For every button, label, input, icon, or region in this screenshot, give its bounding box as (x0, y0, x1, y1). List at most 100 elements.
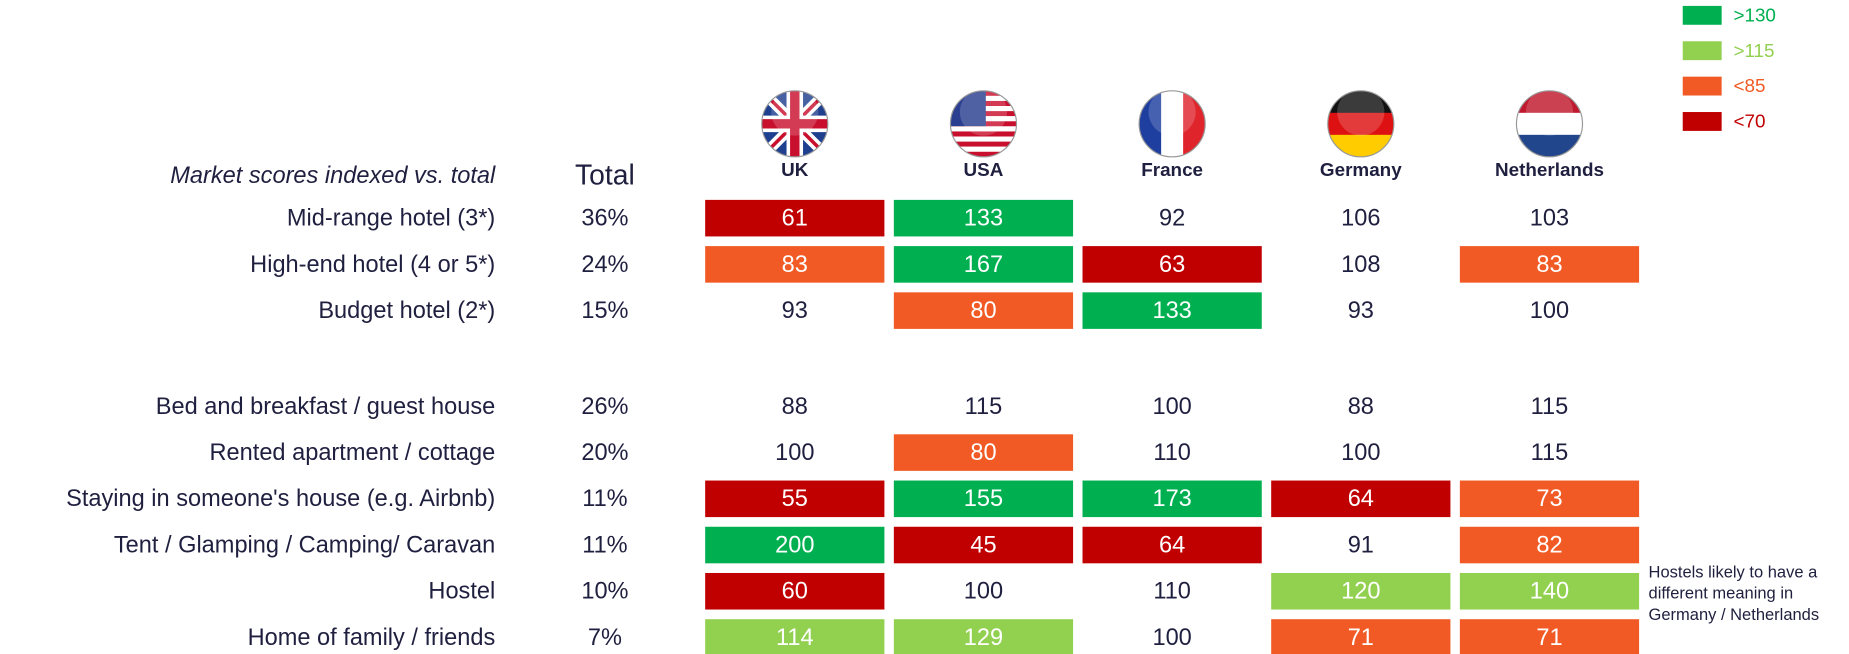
note: different meaning in (1649, 585, 1794, 603)
flag-part (1161, 90, 1184, 157)
cell-fill (893, 246, 1074, 283)
cell-value: 114 (776, 624, 814, 650)
country-header: Germany (1320, 159, 1402, 180)
cell-value: 155 (964, 485, 1003, 511)
flag-part (950, 151, 1017, 157)
cell-value: 133 (964, 205, 1003, 231)
flag-body (1327, 90, 1394, 157)
country-header: France (1141, 159, 1203, 180)
cell-value: 108 (1341, 251, 1380, 277)
cell-value: 100 (775, 439, 814, 465)
row-total: 15% (581, 297, 628, 323)
cell-value: 61 (782, 205, 808, 231)
cell-value: 110 (1153, 439, 1191, 465)
cell-fill (705, 619, 885, 654)
flag-rim (949, 90, 1018, 158)
cell-value: 88 (1348, 393, 1374, 419)
cell-value: 129 (964, 624, 1003, 650)
legend-label: >115 (1733, 40, 1774, 61)
cell-fill (1271, 572, 1451, 610)
cell-value: 115 (1531, 439, 1569, 465)
row-label: Bed and breakfast / guest house (156, 393, 496, 419)
cell-value: 133 (1152, 297, 1191, 323)
country-header: UK (781, 159, 809, 180)
cell-fill (893, 199, 1074, 237)
cell-fill (1082, 526, 1262, 564)
flag (1515, 88, 1584, 158)
flag-gloss (1337, 88, 1385, 136)
cell-value: 120 (1341, 578, 1380, 604)
cell-value: 100 (1341, 439, 1380, 465)
cell-value: 88 (782, 393, 808, 419)
cell-value: 71 (1348, 624, 1374, 650)
flag-part (1327, 134, 1394, 157)
cell-fill (893, 480, 1074, 518)
flag-part (950, 141, 1017, 147)
flag-body (1139, 90, 1206, 157)
cell-value: 83 (1536, 251, 1562, 277)
cell-value: 110 (1153, 578, 1191, 604)
cell-value: 100 (1530, 297, 1569, 323)
cell-value: 173 (1152, 485, 1191, 511)
flag-rim (1138, 90, 1206, 158)
cell-value: 92 (1159, 205, 1185, 231)
cell-value: 115 (1531, 393, 1569, 419)
row-label: Mid-range hotel (3*) (287, 205, 495, 231)
cell-value: 200 (775, 531, 814, 557)
cell-fill (893, 526, 1074, 564)
legend-swatch (1682, 5, 1722, 25)
row-total: 26% (581, 393, 628, 419)
cell-fill (893, 619, 1074, 654)
flag-part (1516, 134, 1583, 157)
cell-fill (1082, 480, 1262, 518)
legend-swatch (1682, 41, 1722, 61)
total-header: Total (575, 158, 635, 190)
flag-body (761, 90, 828, 157)
cell-value: 100 (1152, 624, 1191, 650)
legend-label: <85 (1733, 75, 1765, 96)
caption: Market scores indexed vs. total (170, 162, 496, 188)
row-label: Rented apartment / cottage (210, 439, 496, 465)
cell-fill (1271, 619, 1451, 654)
flag-rim (1327, 90, 1395, 158)
cell-fill (1459, 619, 1640, 654)
row-label: Home of family / friends (248, 624, 496, 650)
cell-fill (893, 292, 1074, 329)
cell-value: 64 (1159, 531, 1185, 557)
cell-fill (1459, 526, 1640, 564)
cell-value: 140 (1530, 578, 1569, 604)
cell-fill (705, 199, 885, 237)
cell-fill (1082, 246, 1262, 283)
flag-body (950, 90, 1017, 157)
cell-value: 83 (782, 251, 808, 277)
legend-swatch (1682, 112, 1722, 131)
flag-part (1327, 112, 1394, 136)
cell-value: 93 (1348, 297, 1374, 323)
cell-fill (1459, 572, 1640, 610)
row-total: 36% (581, 205, 628, 231)
cell-fill (705, 572, 885, 610)
country-header: Netherlands (1495, 159, 1604, 180)
cell-value: 64 (1348, 485, 1374, 511)
flag-rim (761, 90, 829, 158)
row-label: Tent / Glamping / Camping/ Caravan (114, 531, 495, 557)
cell-value: 167 (964, 251, 1003, 277)
cell-value: 73 (1536, 485, 1562, 511)
flag (1327, 88, 1395, 158)
flag-gloss (959, 88, 1008, 136)
flag-gloss (1148, 88, 1196, 136)
flag-part (950, 126, 1017, 132)
cell-value: 80 (970, 439, 996, 465)
row-label: Budget hotel (2*) (318, 297, 495, 323)
cell-fill (1271, 480, 1451, 518)
row-label: Hostel (428, 578, 495, 604)
cell-value: 100 (964, 578, 1003, 604)
cell-value: 60 (782, 578, 808, 604)
cell-value: 115 (965, 393, 1003, 419)
flag-part (950, 146, 1017, 152)
flag-part (1516, 90, 1583, 114)
legend-label: <70 (1733, 111, 1765, 132)
country-header: USA (964, 159, 1004, 180)
cell-value: 71 (1536, 624, 1562, 650)
legend-label: >130 (1733, 4, 1775, 25)
